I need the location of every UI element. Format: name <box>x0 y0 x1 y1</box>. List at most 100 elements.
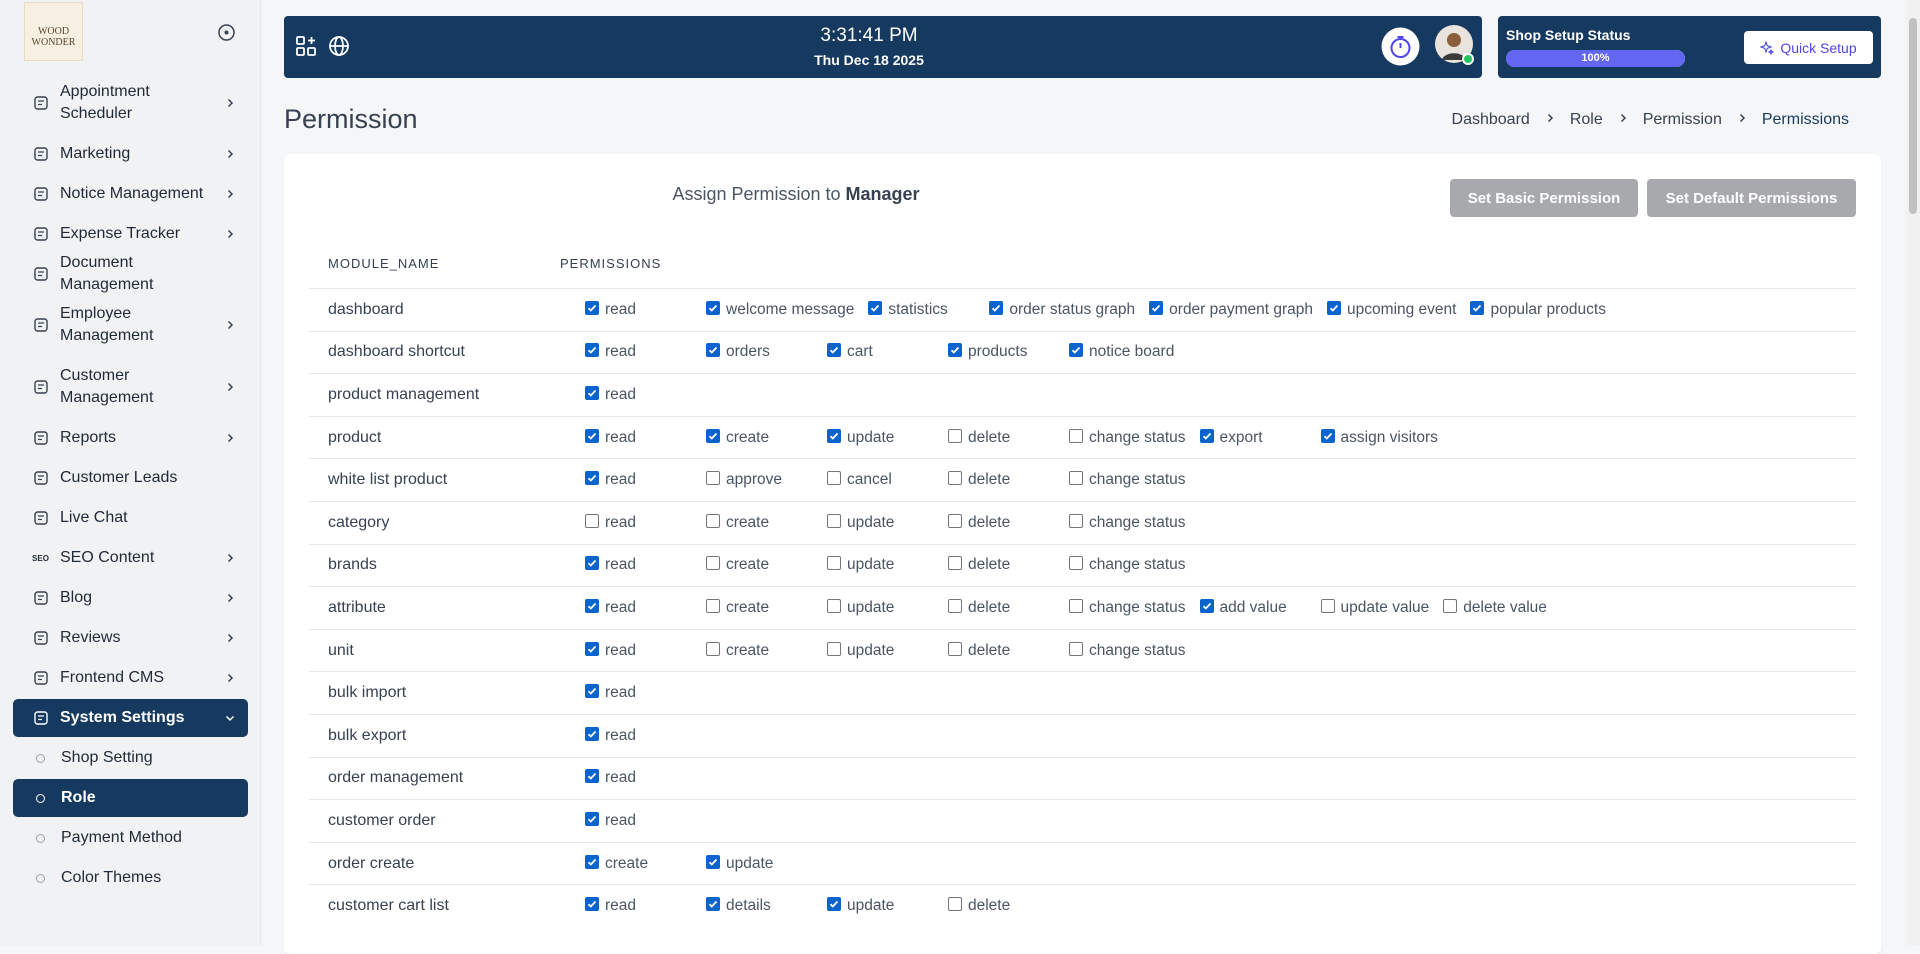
checkbox[interactable] <box>948 428 962 443</box>
permission-option[interactable]: change status <box>1069 598 1200 617</box>
checkbox[interactable] <box>1069 471 1083 486</box>
nav-item[interactable]: Frontend CMS <box>13 659 248 697</box>
nav-subitem[interactable]: Shop Setting <box>13 739 248 777</box>
checkbox[interactable] <box>1199 598 1214 613</box>
checkbox[interactable] <box>585 684 599 699</box>
checkbox[interactable] <box>585 385 599 400</box>
checkbox[interactable] <box>706 854 720 869</box>
permission-option[interactable]: read <box>585 897 706 915</box>
permission-option[interactable]: update <box>827 513 948 532</box>
permission-option[interactable]: read <box>585 513 706 532</box>
permission-option[interactable]: update <box>827 598 948 617</box>
language-icon[interactable] <box>328 35 350 57</box>
permission-option[interactable]: export <box>1199 428 1321 447</box>
permission-option[interactable]: read <box>585 641 706 660</box>
permission-option[interactable]: read <box>585 811 706 830</box>
permission-option[interactable]: update <box>827 641 948 660</box>
checkbox[interactable] <box>948 343 962 358</box>
checkbox[interactable] <box>948 471 962 486</box>
permission-option[interactable]: read <box>585 385 706 404</box>
permission-option[interactable]: change status <box>1069 641 1200 660</box>
permission-option[interactable]: read <box>585 428 706 447</box>
checkbox[interactable] <box>706 428 720 443</box>
checkbox[interactable] <box>827 598 841 613</box>
permission-option[interactable]: read <box>585 300 706 319</box>
nav-item[interactable]: Live Chat <box>13 499 248 537</box>
checkbox[interactable] <box>706 343 720 358</box>
permission-option[interactable]: change status <box>1069 428 1200 447</box>
permission-option[interactable]: create <box>706 513 827 532</box>
checkbox[interactable] <box>827 513 841 528</box>
checkbox[interactable] <box>827 343 841 358</box>
nav-item[interactable]: Employee Management <box>13 295 248 355</box>
checkbox[interactable] <box>1069 343 1083 358</box>
checkbox[interactable] <box>827 556 841 571</box>
checkbox[interactable] <box>827 897 841 912</box>
nav-subitem[interactable]: Color Themes <box>13 859 248 897</box>
permission-option[interactable]: delete value <box>1443 598 1564 617</box>
permission-option[interactable]: update value <box>1320 598 1444 617</box>
checkbox[interactable] <box>1199 428 1214 443</box>
permission-option[interactable]: read <box>585 684 706 702</box>
permission-option[interactable]: read <box>585 598 706 617</box>
checkbox[interactable] <box>585 428 599 443</box>
checkbox[interactable] <box>706 641 720 656</box>
permission-option[interactable]: details <box>706 897 827 915</box>
checkbox[interactable] <box>585 343 599 358</box>
checkbox[interactable] <box>585 811 599 826</box>
checkbox[interactable] <box>585 598 599 613</box>
permission-option[interactable]: cancel <box>827 471 948 489</box>
checkbox[interactable] <box>706 897 720 912</box>
checkbox[interactable] <box>1320 428 1335 443</box>
permission-option[interactable]: delete <box>948 556 1069 574</box>
checkbox[interactable] <box>948 598 962 613</box>
permission-option[interactable]: create <box>706 641 827 660</box>
breadcrumb[interactable]: Permissions <box>1761 111 1849 128</box>
checkbox[interactable] <box>706 598 720 613</box>
permission-option[interactable]: create <box>706 598 827 617</box>
permission-option[interactable]: delete <box>948 471 1069 489</box>
sidebar-toggle[interactable] <box>217 23 236 42</box>
checkbox[interactable] <box>706 300 720 315</box>
checkbox[interactable] <box>1069 513 1083 528</box>
permission-option[interactable]: popular products <box>1470 300 1619 319</box>
checkbox[interactable] <box>706 513 720 528</box>
checkbox[interactable] <box>585 897 599 912</box>
nav-item[interactable]: Marketing <box>13 135 248 173</box>
permission-option[interactable]: add value <box>1199 598 1321 617</box>
permission-option[interactable]: orders <box>706 343 827 361</box>
avatar[interactable] <box>1434 24 1476 66</box>
permission-option[interactable]: change status <box>1069 471 1200 489</box>
checkbox[interactable] <box>585 556 599 571</box>
checkbox[interactable] <box>585 513 599 528</box>
checkbox[interactable] <box>585 854 599 869</box>
permission-option[interactable]: approve <box>706 471 827 489</box>
permission-option[interactable]: welcome message <box>706 300 868 319</box>
permission-option[interactable]: delete <box>948 897 1069 915</box>
checkbox[interactable] <box>1327 300 1342 315</box>
nav-item[interactable]: Blog <box>13 579 248 617</box>
permission-option[interactable]: read <box>585 556 706 574</box>
permission-option[interactable]: change status <box>1069 513 1200 532</box>
permission-option[interactable]: create <box>585 854 706 873</box>
scrollbar[interactable] <box>1906 0 1920 945</box>
checkbox[interactable] <box>948 641 962 656</box>
permission-option[interactable]: delete <box>948 641 1069 660</box>
nav-item[interactable]: Reports <box>13 419 248 457</box>
permission-option[interactable]: update <box>706 854 827 873</box>
permission-option[interactable]: order status graph <box>989 300 1149 319</box>
permission-option[interactable]: order payment graph <box>1149 300 1327 319</box>
checkbox[interactable] <box>989 300 1004 315</box>
nav-item[interactable]: SEO SEO Content <box>13 539 248 577</box>
permission-option[interactable]: change status <box>1069 556 1200 574</box>
breadcrumb[interactable]: Role <box>1569 111 1603 128</box>
permission-option[interactable]: cart <box>827 343 948 361</box>
checkbox[interactable] <box>1443 598 1458 613</box>
checkbox[interactable] <box>706 556 720 571</box>
apps-icon[interactable] <box>295 35 317 57</box>
nav-item[interactable]: System Settings <box>13 699 248 737</box>
checkbox[interactable] <box>706 471 720 486</box>
nav-item[interactable]: Customer Management <box>13 357 248 417</box>
default-permission-button[interactable]: Set Default Permissions <box>1647 179 1856 217</box>
checkbox[interactable] <box>585 641 599 656</box>
